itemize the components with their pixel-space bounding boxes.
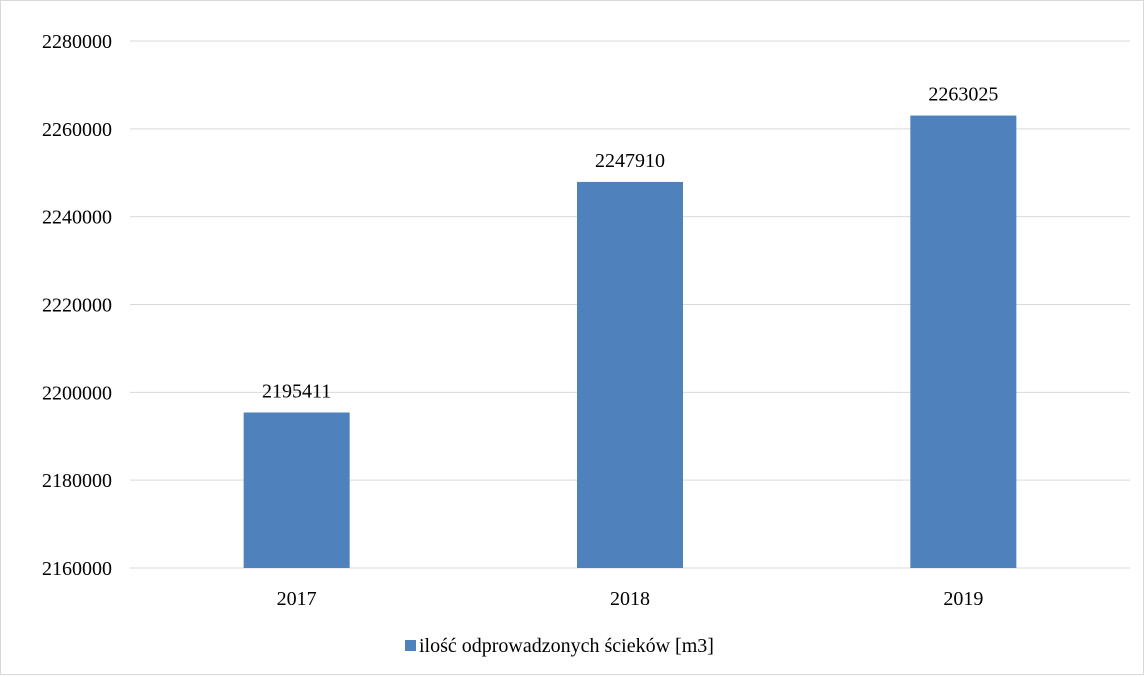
data-label-2019: 2263025 xyxy=(928,84,998,106)
data-label-2018: 2247910 xyxy=(595,150,665,172)
x-tick-label-2018: 2018 xyxy=(610,588,650,610)
y-tick-label: 2220000 xyxy=(42,295,112,317)
legend-swatch xyxy=(405,640,416,651)
y-tick-label: 2200000 xyxy=(42,382,112,404)
bar-2018 xyxy=(577,181,683,568)
bar-2017 xyxy=(243,412,350,568)
legend: ilość odprowadzonych ścieków [m3] xyxy=(405,635,714,657)
legend-label: ilość odprowadzonych ścieków [m3] xyxy=(419,635,714,657)
y-tick-label: 2280000 xyxy=(42,31,112,53)
y-tick-label: 2160000 xyxy=(42,558,112,580)
y-tick-label: 2180000 xyxy=(42,470,112,492)
y-tick-label: 2240000 xyxy=(42,207,112,229)
x-axis-ticks: 2017 2018 2019 xyxy=(277,588,984,610)
x-tick-label-2019: 2019 xyxy=(943,588,983,610)
x-tick-label-2017: 2017 xyxy=(277,588,317,610)
data-label-2017: 2195411 xyxy=(262,380,331,402)
y-axis-ticks: 2160000 2180000 2200000 2220000 2240000 22600… xyxy=(42,31,112,580)
bars xyxy=(243,115,1017,569)
data-labels: 2195411 2247910 2263025 xyxy=(262,84,998,403)
y-tick-label: 2260000 xyxy=(42,119,112,141)
bar-2019 xyxy=(910,115,1017,569)
